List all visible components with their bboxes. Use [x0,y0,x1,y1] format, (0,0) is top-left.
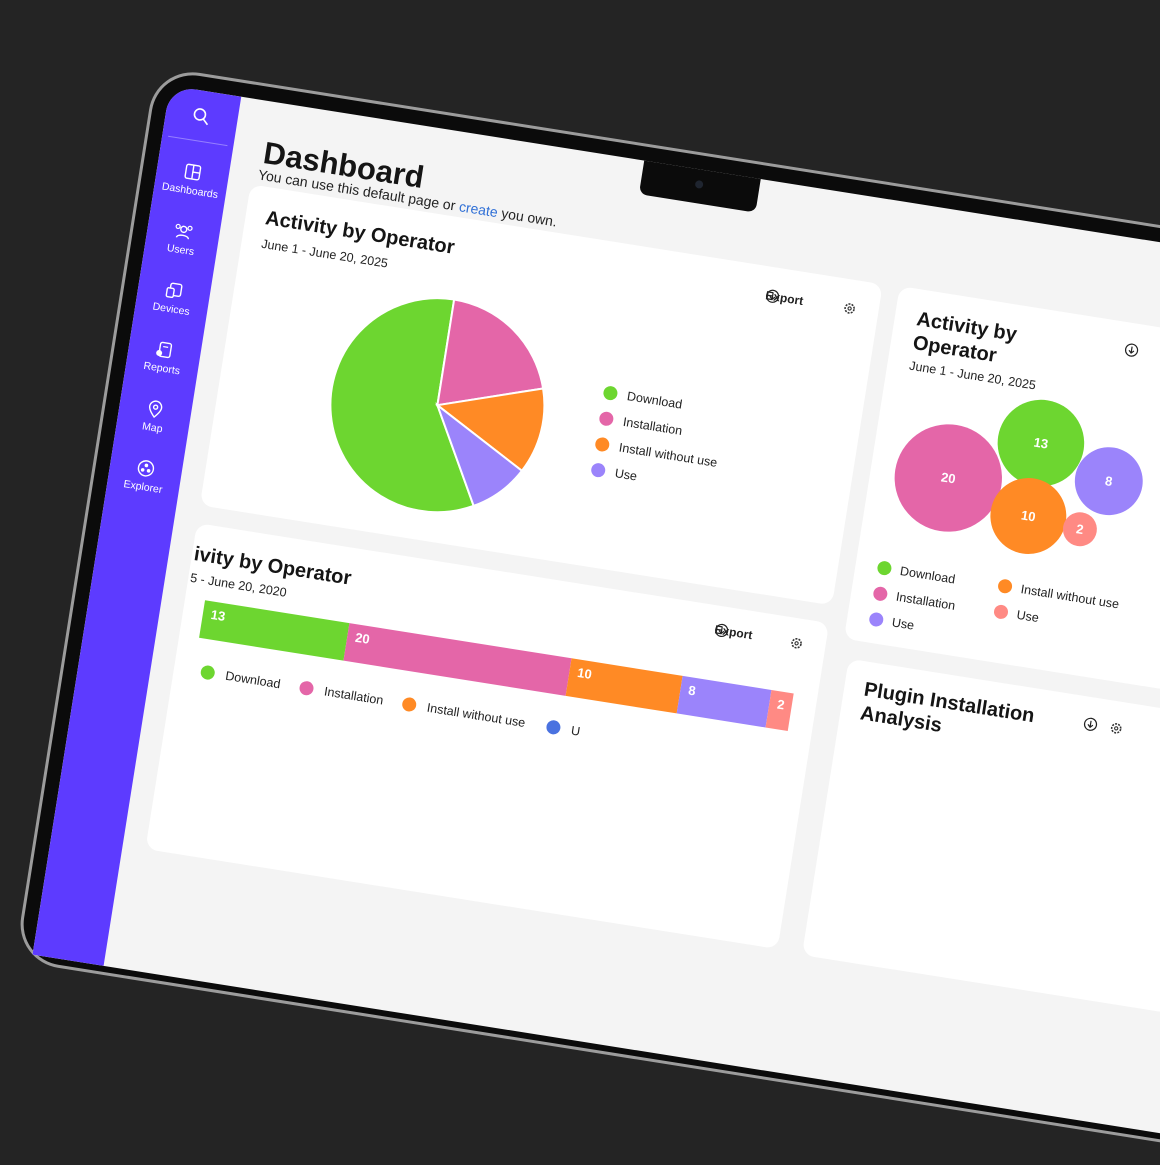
nav-icon [175,223,193,240]
nav-label: Dashboards [160,180,219,202]
search-button[interactable] [164,101,239,135]
pie-slice [329,297,475,514]
search-icon [193,108,209,126]
legend-swatch [299,681,314,696]
legend-swatch [200,665,215,680]
legend-label: Download [899,564,956,587]
nav-item[interactable]: Users [144,216,221,262]
nav-item[interactable]: Map [116,394,193,440]
camera-notch [638,158,762,213]
legend-label: Use [891,615,915,632]
nav-item[interactable]: Devices [135,275,212,321]
legend-label: Install without use [426,701,526,730]
laptop-bezel: Dashboards Users Devices Reports Map Exp… [14,66,1160,1165]
pie-slice [435,402,524,508]
divider [168,135,228,147]
bubble-label: 8 [1104,473,1113,489]
bar-segment [199,600,350,661]
create-link[interactable]: create [457,198,499,221]
card-title: Plugin Installation Analysis [858,678,1037,737]
nav-label: Reports [142,359,181,378]
bubble [990,478,1067,554]
export-button[interactable]: Export [714,622,754,642]
nav-icon [165,282,183,298]
nav-icon [156,341,173,359]
bubble-chart: 13 Download 20 Installation 10 Install withou… [869,399,1143,633]
legend-swatch [546,720,561,735]
legend-label: Installation [895,590,956,613]
bubble-label: 20 [940,469,957,486]
screen: Dashboards Users Devices Reports Map Exp… [32,85,1160,1152]
bar-segment [565,658,683,714]
bar-segment [676,675,772,728]
bubble [1074,447,1143,516]
nav-label: Map [141,420,164,436]
legend-label: Use [1016,608,1040,625]
nav-label: Users [166,242,195,259]
legend-swatch [994,604,1009,619]
bar-label: 10 [576,665,593,682]
nav-item[interactable]: Reports [125,334,202,380]
bubble-label: 13 [1033,434,1050,451]
legend-swatch [873,586,888,601]
bar-card: 13 20 10 8 2 Download Installation Install with… [145,523,830,950]
settings-icon[interactable] [789,635,805,651]
bar-label: 8 [687,683,696,699]
plugin-card: Plugin Installation Analysis [801,658,1160,1021]
legend-swatch [998,579,1013,594]
legend-swatch [595,437,610,452]
legend-swatch [402,697,417,712]
bubble-card: 13 Download 20 Installation 10 Install withou… [843,286,1160,705]
pie-card: Download Installation Install without use U… [199,184,883,606]
stacked-bar-chart: 13 20 10 8 2 Download Installation Install with… [199,600,794,739]
bubble-label: 2 [1075,521,1084,537]
nav-icon [184,163,202,181]
bar-label: 20 [354,630,371,647]
sidebar: Dashboards Users Devices Reports Map Exp… [32,85,242,966]
legend-label: Install without use [1020,582,1120,611]
bar-label: 2 [776,697,785,713]
bar-label: 13 [210,607,227,624]
download-icon[interactable] [1124,342,1140,358]
download-icon [715,623,729,638]
export-button[interactable]: Export [765,288,805,308]
legend-swatch [591,463,606,478]
page: Dashboards Users Devices Reports Map Exp… [0,0,1160,724]
bar-segment [343,623,572,696]
legend-label: Installation [323,684,384,707]
legend-label: Install without use [618,441,718,470]
bar-segment [765,689,794,732]
legend-label: Use [614,466,638,483]
settings-icon[interactable] [1108,720,1124,736]
download-icon [765,289,780,303]
nav-item[interactable]: Explorer [106,453,183,499]
legend-label: Download [626,389,683,412]
nav-label: Devices [151,300,191,319]
legend-swatch [869,612,884,627]
bubble-label: 10 [1020,507,1037,524]
nav-icon [149,400,163,418]
bubble [1062,512,1097,547]
legend-label: U [570,724,581,739]
legend-label: Installation [622,415,683,438]
bubble [997,399,1085,487]
nav-label: Explorer [122,478,164,497]
nav-icon [137,460,155,477]
legend-swatch [599,411,614,426]
bubble [894,424,1002,532]
legend-swatch [603,386,618,401]
legend-swatch [877,561,892,576]
settings-icon[interactable] [842,300,858,316]
nav-item[interactable]: Dashboards [153,157,230,203]
pie-slice [436,298,545,407]
pie-chart: Download Installation Install without useU… [329,297,718,514]
pie-slice [434,387,546,473]
legend-label: Download [224,669,281,692]
download-icon[interactable] [1083,716,1099,732]
